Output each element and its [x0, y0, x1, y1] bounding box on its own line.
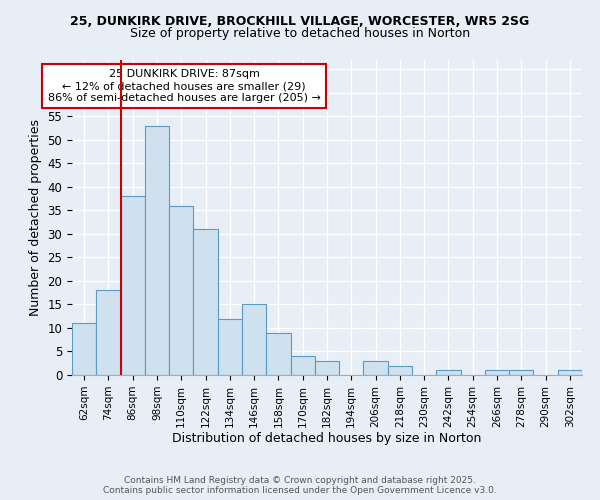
Text: 25 DUNKIRK DRIVE: 87sqm
← 12% of detached houses are smaller (29)
86% of semi-de: 25 DUNKIRK DRIVE: 87sqm ← 12% of detache… [48, 70, 320, 102]
Bar [193, 230, 218, 375]
Text: Size of property relative to detached houses in Norton: Size of property relative to detached ho… [130, 28, 470, 40]
Text: 25, DUNKIRK DRIVE, BROCKHILL VILLAGE, WORCESTER, WR5 2SG: 25, DUNKIRK DRIVE, BROCKHILL VILLAGE, WO… [70, 15, 530, 28]
Bar [315, 361, 339, 375]
Bar [266, 332, 290, 375]
Bar [388, 366, 412, 375]
Bar [485, 370, 509, 375]
Bar [436, 370, 461, 375]
Bar [364, 361, 388, 375]
X-axis label: Distribution of detached houses by size in Norton: Distribution of detached houses by size … [172, 432, 482, 446]
Bar [169, 206, 193, 375]
Bar [145, 126, 169, 375]
Y-axis label: Number of detached properties: Number of detached properties [29, 119, 42, 316]
Bar [558, 370, 582, 375]
Bar [290, 356, 315, 375]
Text: Contains HM Land Registry data © Crown copyright and database right 2025.
Contai: Contains HM Land Registry data © Crown c… [103, 476, 497, 495]
Bar [72, 324, 96, 375]
Bar [242, 304, 266, 375]
Bar [218, 318, 242, 375]
Bar [96, 290, 121, 375]
Bar [509, 370, 533, 375]
Bar [121, 196, 145, 375]
